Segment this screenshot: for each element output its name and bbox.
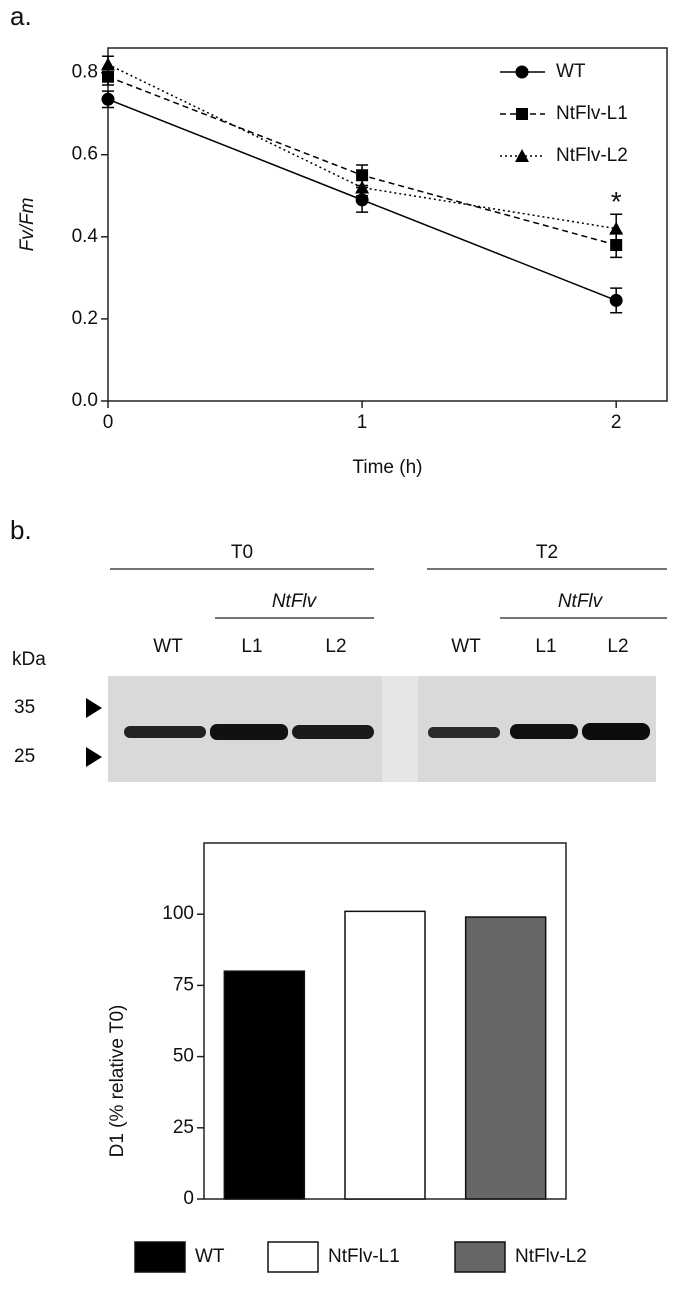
marker (355, 180, 370, 194)
marker (515, 149, 529, 162)
y-tick-label: 0 (183, 1188, 194, 1209)
x-axis-label: Time (h) (352, 457, 422, 478)
lane-label: L2 (607, 636, 628, 657)
marker (355, 193, 369, 207)
y-axis-label: D1 (% relative T0) (107, 1005, 128, 1158)
bar (464, 916, 547, 1200)
bar (344, 910, 426, 1200)
marker (356, 169, 369, 182)
lane-label: L1 (535, 636, 556, 657)
legend-swatch (267, 1241, 319, 1273)
marker (609, 221, 624, 235)
annotation: * (611, 186, 622, 217)
lane-label: WT (153, 636, 183, 657)
marker (102, 70, 114, 83)
y-axis-label: Fv/Fm (17, 198, 38, 252)
lane-label: L1 (241, 636, 262, 657)
marker-label: 25 (14, 746, 35, 767)
panel-label: b. (10, 515, 32, 545)
lane-label: L2 (325, 636, 346, 657)
legend-swatch (134, 1241, 186, 1273)
plot-frame (107, 47, 668, 402)
legend-label: NtFlv-L1 (556, 103, 628, 124)
marker-label: 35 (14, 697, 35, 718)
legend-label: WT (556, 61, 586, 82)
x-tick-label: 0 (103, 412, 114, 433)
blot-image (108, 676, 656, 782)
legend-label: NtFlv-L1 (328, 1246, 400, 1267)
y-tick-label: 50 (173, 1046, 194, 1067)
marker-arrow (86, 698, 102, 718)
marker (515, 65, 529, 79)
subgroup-label: NtFlv (558, 591, 604, 612)
panel-label: a. (10, 1, 32, 31)
group-label: T0 (231, 542, 253, 563)
marker (516, 108, 528, 120)
legend-swatch (454, 1241, 506, 1273)
legend-label: NtFlv-L2 (515, 1246, 587, 1267)
y-tick-label: 0.8 (72, 62, 98, 83)
y-tick-label: 0.4 (72, 226, 99, 247)
lane-label: WT (451, 636, 481, 657)
y-tick-label: 0.2 (72, 308, 98, 329)
y-tick-label: 100 (162, 903, 194, 924)
marker-arrow (86, 747, 102, 767)
marker (101, 92, 115, 106)
unit-label: kDa (12, 649, 46, 670)
y-tick-label: 0.6 (72, 144, 98, 165)
subgroup-label: NtFlv (272, 591, 318, 612)
y-tick-label: 25 (173, 1117, 194, 1138)
group-label: T2 (536, 542, 558, 563)
y-tick-label: 75 (173, 974, 194, 995)
marker (609, 293, 623, 307)
y-tick-label: 0.0 (72, 390, 98, 411)
legend-label: NtFlv-L2 (556, 145, 628, 166)
x-tick-label: 2 (611, 412, 622, 433)
marker (101, 57, 115, 71)
x-tick-label: 1 (357, 412, 368, 433)
series-line (107, 76, 617, 246)
bar (223, 970, 306, 1200)
legend-label: WT (195, 1246, 225, 1267)
marker (610, 239, 623, 252)
